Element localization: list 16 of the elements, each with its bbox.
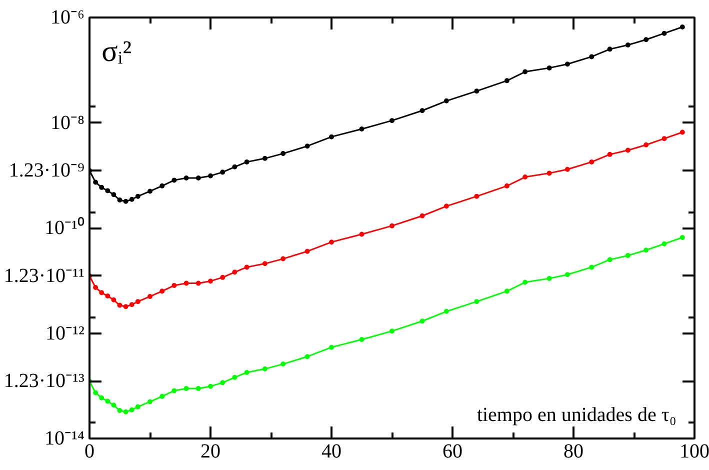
x-tick-label: 80 xyxy=(564,440,584,462)
y-tick-label: 1.23·10⁻⁹ xyxy=(8,160,85,182)
y-tick-label: 1.23·10⁻¹³ xyxy=(4,370,85,392)
x-axis-title: tiempo en unidades de τ₀ xyxy=(476,404,676,426)
y-tick-label: 10⁻¹⁴ xyxy=(44,428,85,450)
x-tick-label: 60 xyxy=(442,440,462,462)
x-tick-label: 0 xyxy=(84,440,94,462)
x-tick-label: 40 xyxy=(322,440,342,462)
y-tick-label: 10⁻⁶ xyxy=(50,6,85,28)
x-tick-label: 100 xyxy=(680,440,709,462)
y-axis-title: σᵢ² xyxy=(102,35,132,68)
y-tick-label: 10⁻¹² xyxy=(46,322,85,344)
y-tick-label: 10⁻⁸ xyxy=(50,112,85,134)
y-tick-label: 1.23·10⁻¹¹ xyxy=(4,264,85,287)
y-tick-label: 10⁻¹⁰ xyxy=(44,216,85,239)
x-tick-label: 20 xyxy=(200,440,220,462)
